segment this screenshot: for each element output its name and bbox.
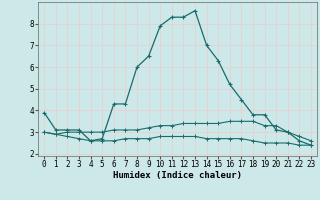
X-axis label: Humidex (Indice chaleur): Humidex (Indice chaleur) — [113, 171, 242, 180]
